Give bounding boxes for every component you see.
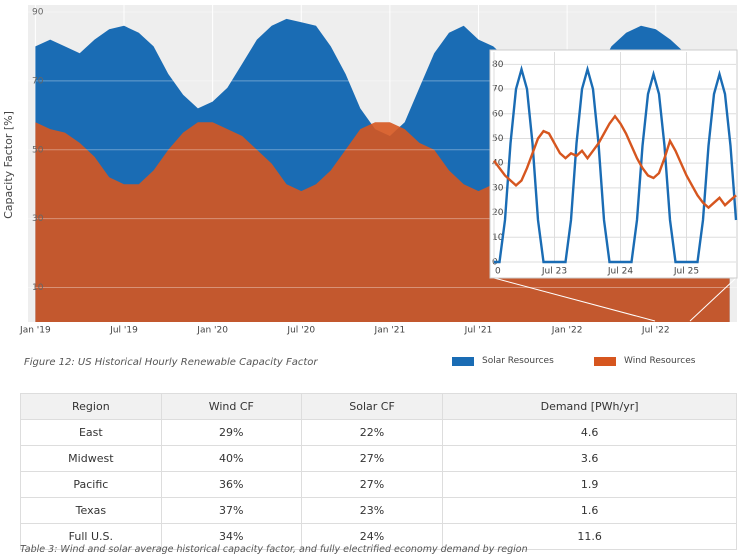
table-row: Full U.S. 34% 24% 11.6 — [20, 523, 737, 550]
y-tick-label: 70 — [492, 85, 504, 95]
table-cell: 23% — [300, 497, 444, 524]
legend-item: Solar Resources — [452, 356, 554, 366]
series-line — [493, 114, 737, 210]
y-tick-label: 10 — [32, 283, 44, 293]
figure-caption: Figure 12: US Historical Hourly Renewabl… — [24, 357, 318, 368]
x-tick-label: Jan '19 — [19, 326, 51, 336]
table-cell: East — [20, 419, 162, 446]
header-row: Region Wind CF Solar CF Demand [PWh/yr] — [20, 393, 737, 420]
table-row: Texas 37% 23% 1.6 — [20, 497, 737, 524]
table-row: Pacific 36% 27% 1.9 — [20, 471, 737, 498]
table-cell: Midwest — [20, 445, 162, 472]
table-row: Midwest 40% 27% 3.6 — [20, 445, 737, 472]
table-cell: 37% — [160, 497, 302, 524]
table-cell: Texas — [20, 497, 162, 524]
x-tick-label: Jul '22 — [641, 326, 670, 336]
x-tick-label: Jul 25 — [673, 267, 699, 277]
table-cell: Pacific — [20, 471, 162, 498]
data-table: Region Wind CF Solar CF Demand [PWh/yr] East… — [20, 393, 737, 550]
legend-label: Wind Resources — [624, 356, 696, 366]
legend-label: Solar Resources — [482, 356, 554, 366]
table-cell: 3.6 — [442, 445, 737, 472]
header-cell: Wind CF — [160, 393, 302, 420]
x-tick-label: Jul '21 — [464, 326, 493, 336]
y-tick-label: 60 — [492, 109, 504, 119]
series-line — [494, 64, 738, 264]
table-cell: 29% — [160, 419, 302, 446]
y-tick-label: 50 — [32, 145, 44, 155]
table-cell: 27% — [300, 445, 444, 472]
x-tick-label: Jul '20 — [286, 326, 315, 336]
y-tick-label: 20 — [492, 208, 504, 218]
header-cell: Demand [PWh/yr] — [442, 393, 737, 420]
y-tick-label: 50 — [492, 134, 504, 144]
table-cell: 24% — [300, 523, 444, 550]
x-tick-label: Jul 23 — [541, 267, 567, 277]
table-cell: 27% — [300, 471, 444, 498]
table-cell: 34% — [160, 523, 302, 550]
inset-background — [489, 49, 738, 279]
header-cell: Solar CF — [300, 393, 444, 420]
table-cell: 1.9 — [442, 471, 737, 498]
header-cell: Region — [20, 393, 162, 420]
y-tick-label: 10 — [492, 233, 504, 243]
x-tick-label: Jul 24 — [607, 267, 633, 277]
zoom-connector — [689, 277, 737, 322]
table-caption: Table 3: Wind and solar average historic… — [20, 544, 528, 555]
x-tick-label: Jan '22 — [551, 326, 583, 336]
table-cell: 1.6 — [442, 497, 737, 524]
table-row: East 29% 22% 4.6 — [20, 419, 737, 446]
legend-swatch — [594, 356, 616, 366]
legend-item: Wind Resources — [594, 356, 695, 366]
table-cell: 36% — [160, 471, 302, 498]
zoom-connector — [493, 277, 656, 322]
legend-swatch — [452, 356, 474, 366]
y-tick-label: 30 — [32, 214, 44, 224]
y-tick-label: 30 — [492, 183, 504, 193]
x-tick-label: Jan '20 — [196, 326, 228, 336]
x-tick-label: Jul '19 — [109, 326, 138, 336]
table-cell: 40% — [160, 445, 302, 472]
table-cell: 11.6 — [442, 523, 737, 550]
y-tick-label: 40 — [492, 159, 504, 169]
chart: Jan '19 Jul '19 Jan '20 Jul '20 Jan '21 Jul '… — [2, 5, 738, 336]
table-cell: Full U.S. — [20, 523, 162, 550]
x-tick-label: 0 — [495, 267, 501, 277]
x-tick-label: Jan '21 — [374, 326, 406, 336]
y-tick-label: 80 — [492, 60, 504, 70]
y-tick-label: 70 — [32, 76, 44, 86]
table-cell: 4.6 — [442, 419, 737, 446]
y-axis-label: Capacity Factor [%] — [2, 111, 15, 219]
table-cell: 22% — [300, 419, 444, 446]
y-tick-label: 90 — [32, 8, 44, 18]
